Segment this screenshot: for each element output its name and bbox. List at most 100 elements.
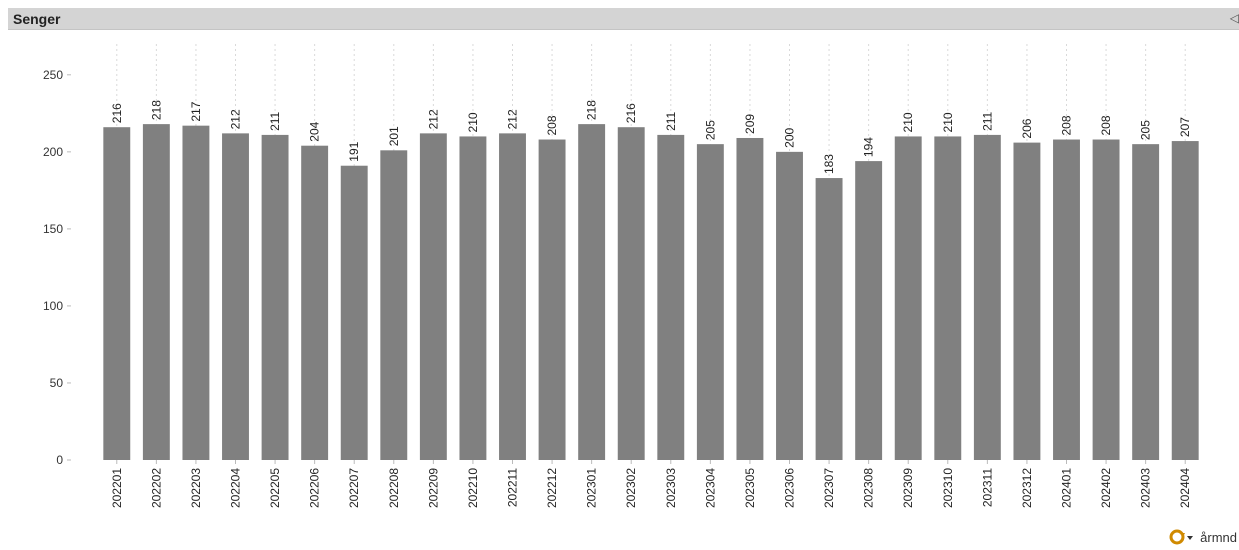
x-tick-label: 202404 — [1178, 468, 1192, 508]
bars — [103, 124, 1199, 461]
bar-value-label: 210 — [466, 112, 480, 132]
x-tick-label: 202403 — [1139, 468, 1153, 508]
bar[interactable] — [1092, 139, 1120, 460]
bar[interactable] — [657, 134, 685, 461]
chart-panel: 216 218 217 212 211 204 191 201 212 210 212 208 218 2… — [8, 8, 1239, 550]
axes — [67, 74, 1186, 464]
bar-value-label: 212 — [229, 109, 243, 129]
bar[interactable] — [1013, 142, 1041, 460]
bar-chart: 216 218 217 212 211 204 191 201 212 210 212 208 218 2… — [43, 44, 1199, 508]
bar[interactable] — [736, 137, 764, 461]
bar-value-label: 201 — [387, 126, 401, 146]
bar-value-label: 212 — [426, 109, 440, 129]
y-tick-label: 50 — [50, 376, 64, 390]
bar-value-label: 183 — [822, 154, 836, 174]
bar[interactable] — [142, 124, 170, 460]
bar-value-label: 191 — [347, 141, 361, 161]
bar[interactable] — [855, 161, 883, 460]
bar-value-label: 209 — [743, 114, 757, 134]
bar-value-label: 208 — [1099, 115, 1113, 135]
panel-caption[interactable]: Senger ◁ — [8, 8, 1239, 30]
bar[interactable] — [459, 136, 487, 460]
x-tick-label: 202306 — [783, 468, 797, 508]
x-tick-label: 202311 — [980, 468, 994, 507]
x-tick-label: 202202 — [149, 468, 163, 508]
bar-value-label: 204 — [308, 121, 322, 141]
bar-value-label: 217 — [189, 101, 203, 121]
bar[interactable] — [776, 151, 803, 460]
bar-value-label: 207 — [1178, 117, 1192, 137]
x-tick-label: 202307 — [822, 468, 836, 508]
bar[interactable] — [973, 134, 1001, 461]
x-tick-label: 202201 — [110, 468, 124, 508]
bar-value-label: 210 — [941, 112, 955, 132]
x-tick-label: 202203 — [189, 468, 203, 508]
x-tick-label: 202208 — [387, 468, 401, 508]
bar[interactable] — [419, 133, 447, 460]
bar[interactable] — [499, 133, 526, 460]
bar[interactable] — [538, 139, 566, 460]
y-tick-label: 250 — [43, 68, 63, 82]
bar-value-label: 205 — [703, 120, 717, 140]
x-tick-label: 202312 — [1020, 468, 1034, 508]
x-tick-label: 202206 — [308, 468, 322, 508]
y-tick-label: 0 — [56, 453, 63, 467]
x-tick-label: 202205 — [268, 468, 282, 508]
bar[interactable] — [301, 145, 329, 460]
bar[interactable] — [103, 127, 131, 460]
y-tick-label: 100 — [43, 299, 63, 313]
bar[interactable] — [380, 150, 408, 461]
bar[interactable] — [182, 125, 210, 461]
data-labels: 216 218 217 212 211 204 191 201 212 210 212 208 218 2… — [110, 100, 1192, 174]
bar-value-label: 208 — [1060, 115, 1074, 135]
bar-value-label: 194 — [862, 137, 876, 157]
bar-value-label: 210 — [901, 112, 915, 132]
x-tick-label: 202308 — [862, 468, 876, 508]
bar-value-label: 211 — [268, 111, 282, 130]
x-tick-label: 202305 — [743, 468, 757, 508]
cycle-dimension-control[interactable]: årmnd — [1168, 526, 1237, 548]
y-tick-label: 200 — [43, 145, 63, 159]
bar[interactable] — [1053, 139, 1080, 460]
bar-value-label: 205 — [1139, 120, 1153, 140]
bar[interactable] — [261, 134, 289, 461]
x-tick-label: 202309 — [901, 468, 915, 508]
x-tick-label: 202402 — [1099, 468, 1113, 508]
restore-icon[interactable]: ◁ — [1229, 11, 1239, 25]
bar-value-label: 216 — [110, 103, 124, 123]
bar[interactable] — [894, 136, 922, 460]
x-tick-label: 202310 — [941, 468, 955, 508]
bar-value-label: 200 — [783, 128, 797, 148]
cycle-dimension-label: årmnd — [1200, 529, 1237, 545]
x-tick-label: 202212 — [545, 468, 559, 508]
tick-labels: 0 50 100 150 200 250 202201 202202 202203 202204 2… — [43, 68, 1192, 508]
bar[interactable] — [578, 124, 606, 460]
x-tick-label: 202210 — [466, 468, 480, 508]
bar-value-label: 211 — [980, 111, 994, 130]
y-tick-label: 150 — [43, 222, 63, 236]
bar[interactable] — [1171, 141, 1199, 461]
bar[interactable] — [222, 133, 249, 460]
bar-value-label: 206 — [1020, 118, 1034, 138]
bar[interactable] — [815, 178, 843, 461]
bar-value-label: 218 — [585, 100, 599, 120]
x-tick-label: 202301 — [585, 468, 599, 508]
x-tick-label: 202207 — [347, 468, 361, 508]
cycle-group-icon[interactable] — [1168, 528, 1194, 546]
bar-value-label: 216 — [624, 103, 638, 123]
bar[interactable] — [340, 165, 368, 461]
panel-title: Senger — [13, 11, 61, 27]
x-tick-label: 202304 — [703, 468, 717, 508]
bar-value-label: 211 — [664, 111, 678, 130]
bar-value-label: 218 — [149, 100, 163, 120]
x-tick-label: 202302 — [624, 468, 638, 508]
bar[interactable] — [934, 136, 962, 460]
bar-value-label: 212 — [506, 109, 520, 129]
bar[interactable] — [617, 127, 645, 460]
bar[interactable] — [696, 144, 724, 461]
x-tick-label: 202211 — [506, 468, 520, 507]
x-tick-label: 202209 — [426, 468, 440, 508]
x-tick-label: 202303 — [664, 468, 678, 508]
x-tick-label: 202204 — [229, 468, 243, 508]
bar[interactable] — [1132, 144, 1160, 461]
